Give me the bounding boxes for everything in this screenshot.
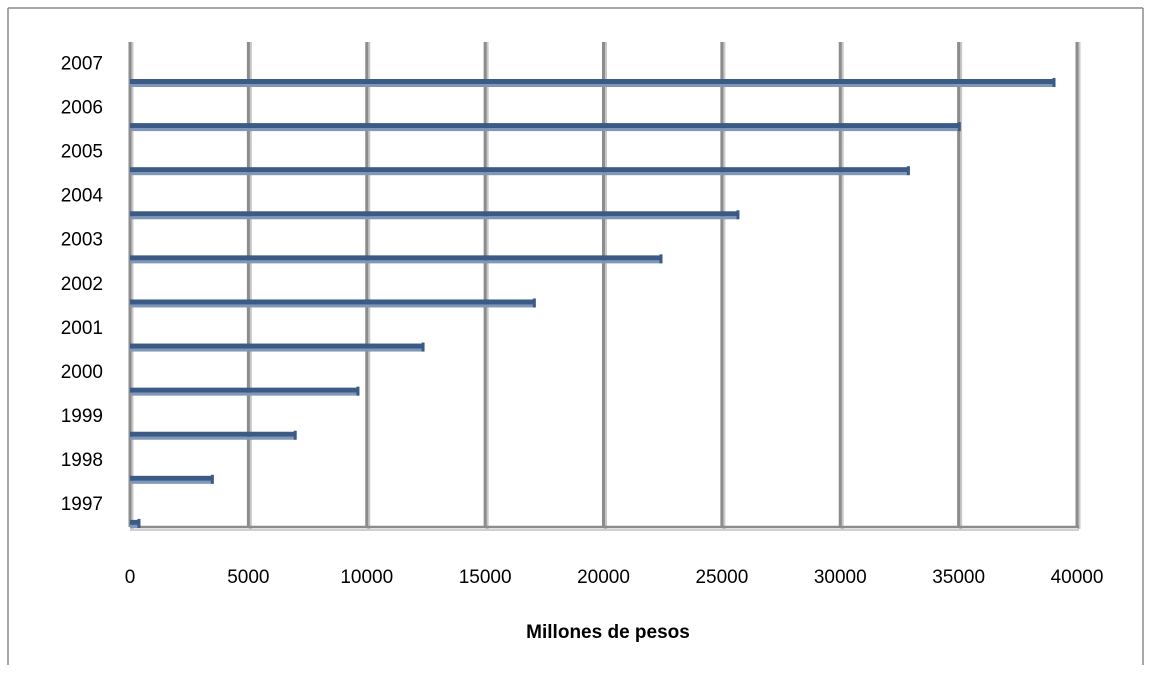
- bar-highlight-2001: [130, 348, 424, 352]
- bar-highlight-2005: [130, 172, 909, 176]
- gridlines: [128, 42, 1081, 531]
- bar-highlight-2006: [130, 128, 960, 132]
- y-tick-label: 2007: [61, 53, 103, 74]
- bar-cap-1997: [137, 518, 141, 528]
- bar-highlight-1997: [130, 524, 140, 528]
- bar-2001: [130, 343, 424, 349]
- chart-border: [7, 7, 1144, 665]
- y-tick-label: 2001: [61, 318, 103, 339]
- bar-highlight-2007: [130, 84, 1055, 88]
- bar-cap-2001: [421, 342, 425, 352]
- x-tick-label: 15000: [459, 567, 512, 588]
- x-tick-label: 25000: [695, 567, 748, 588]
- bar-cap-1999: [293, 430, 297, 440]
- bar-highlight-2003: [130, 260, 662, 264]
- bar-highlight-2004: [130, 216, 739, 220]
- x-tick-label: 35000: [932, 567, 985, 588]
- bar-2000: [130, 387, 359, 393]
- y-tick-label: 2006: [61, 97, 103, 118]
- x-tick-label: 5000: [227, 567, 269, 588]
- bar-highlight-1999: [130, 436, 296, 440]
- bar-cap-2004: [736, 210, 740, 220]
- bar-2004: [130, 211, 739, 217]
- y-tick-label: 2005: [61, 142, 103, 163]
- bar-2005: [130, 167, 909, 173]
- bar-2002: [130, 299, 535, 305]
- bar-2006: [130, 123, 960, 129]
- y-tick-label: 2003: [61, 230, 103, 251]
- bar-highlight-2000: [130, 392, 359, 396]
- bar-cap-2003: [659, 254, 663, 264]
- bar-cap-2007: [1052, 78, 1056, 88]
- x-tick-label: 30000: [814, 567, 867, 588]
- x-tick-label: 10000: [340, 567, 393, 588]
- y-tick-label: 2004: [61, 186, 104, 207]
- bar-2003: [130, 255, 662, 261]
- y-tick-label: 1997: [61, 494, 103, 515]
- x-tick-label: 20000: [577, 567, 630, 588]
- x-tick-label: 40000: [1051, 567, 1104, 588]
- bar-highlight-1998: [130, 480, 213, 484]
- bar-1999: [130, 431, 296, 437]
- bar-cap-2006: [957, 122, 961, 132]
- y-tick-label: 2000: [61, 362, 103, 383]
- x-axis-title: Millones de pesos: [526, 622, 690, 643]
- bar-cap-1998: [210, 474, 214, 484]
- bar-cap-2000: [356, 386, 360, 396]
- x-axis-labels: 0 5000 10000 15000 20000 25000 30000 35000 40000: [125, 567, 1104, 588]
- y-tick-label: 1998: [61, 450, 103, 471]
- bar-1998: [130, 475, 213, 481]
- bar-1997: [130, 519, 140, 525]
- bar-2007: [130, 79, 1055, 85]
- bars: [130, 78, 1056, 528]
- bar-highlight-2002: [130, 304, 535, 308]
- y-tick-label: 2002: [61, 274, 103, 295]
- x-tick-label: 0: [125, 567, 136, 588]
- bar-cap-2002: [532, 298, 536, 308]
- y-axis-labels: 1997 1998 1999 2000 2001 2002 2003 2004 2005 2006…: [61, 53, 104, 515]
- y-tick-label: 1999: [61, 406, 103, 427]
- bar-cap-2005: [906, 166, 910, 176]
